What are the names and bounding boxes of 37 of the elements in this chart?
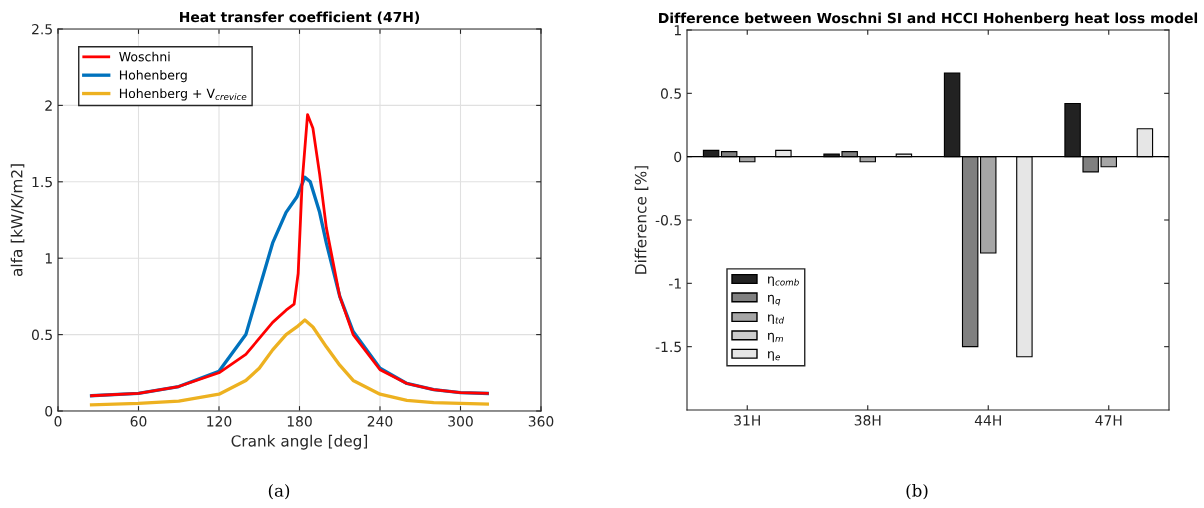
x-tick-label: 240 [367, 416, 393, 427]
y-tick-label: -0.5 [655, 214, 681, 226]
x-tick-label: 60 [130, 416, 147, 427]
y-tick-label: 2.5 [32, 23, 52, 35]
y-tick-label: -1 [668, 278, 681, 289]
y-tick-label: 1 [674, 25, 681, 36]
legend-label: Hohenberg [119, 70, 187, 83]
chart-title: Heat transfer coefficient (47H) [180, 11, 420, 24]
y-tick-label: 2 [45, 100, 52, 111]
x-tick-label: 47H [1095, 415, 1122, 426]
x-tick-label: 0 [54, 416, 62, 427]
text: (b) [906, 483, 928, 500]
y-tick-label: 1.5 [32, 176, 52, 188]
y-tick-label: 0 [45, 405, 53, 417]
text: (a) [268, 483, 290, 500]
x-tick-label: 31H [734, 415, 760, 426]
y-tick-label: 0 [674, 151, 682, 163]
legend-label: η$_{comb}$ [768, 276, 799, 286]
y-axis-title: alfa [kW/K/m2] [10, 164, 25, 277]
x-tick-label: 120 [207, 416, 232, 427]
y-axis-title: Difference [%] [634, 166, 649, 274]
y-tick-label: 0.5 [660, 88, 681, 99]
x-tick-label: 38H [854, 415, 881, 426]
legend-label: Hohenberg + V$_{crevice}$ [119, 88, 247, 101]
x-tick-label: 300 [448, 416, 473, 427]
x-axis-title: Crank angle [deg] [231, 434, 368, 450]
y-tick-label: 1 [45, 253, 52, 264]
legend-label: η$_{m}$ [768, 332, 783, 343]
x-tick-label: 180 [287, 416, 312, 427]
y-tick-label: 0.5 [31, 329, 52, 341]
legend-label: Woschni [119, 51, 170, 62]
y-tick-label: -1.5 [655, 341, 681, 353]
legend-label: η$_{e}$ [768, 351, 781, 361]
legend-label: η$_{q}$ [768, 294, 781, 306]
x-tick-label: 360 [528, 416, 554, 427]
legend-label: η$_{td}$ [768, 314, 785, 324]
x-tick-label: 44H [974, 415, 1001, 426]
